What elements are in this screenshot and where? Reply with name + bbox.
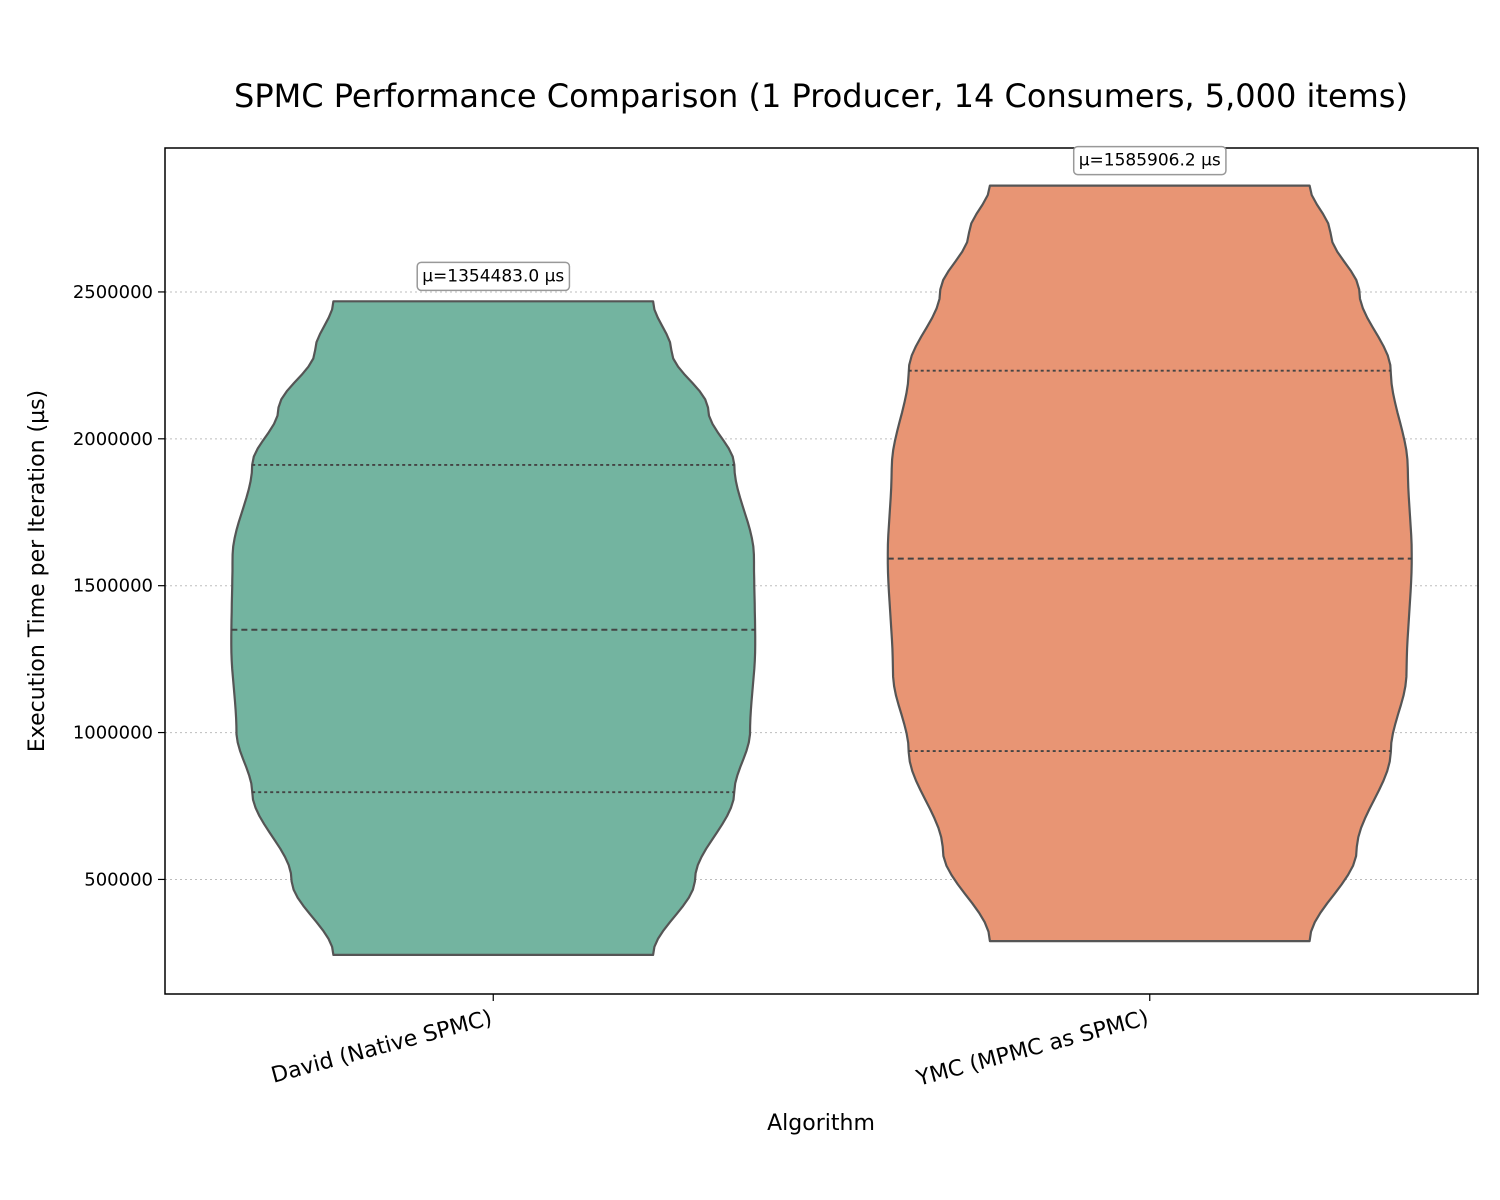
mean-label: µ=1354483.0 µs bbox=[422, 266, 564, 286]
y-axis-label: Execution Time per Iteration (µs) bbox=[25, 390, 50, 752]
mean-label-box bbox=[416, 261, 571, 292]
x-tick-label: David (Native SPMC) bbox=[269, 1006, 495, 1089]
violins bbox=[230, 184, 1413, 956]
violin-body bbox=[886, 184, 1413, 943]
x-axis-label: Algorithm bbox=[767, 1111, 875, 1136]
violin-body bbox=[230, 300, 757, 956]
y-axis-ticks: 500000 1000000 1500000 2000000 2500000 bbox=[73, 282, 165, 890]
y-tick-label: 1000000 bbox=[73, 723, 153, 744]
mean-label-box bbox=[1072, 145, 1227, 176]
plot-frame bbox=[164, 147, 1479, 995]
y-tick-label: 2000000 bbox=[73, 429, 153, 450]
chart-title: SPMC Performance Comparison (1 Producer,… bbox=[234, 77, 1408, 115]
y-tick-label: 500000 bbox=[84, 869, 153, 890]
y-tick-label: 2500000 bbox=[73, 282, 153, 303]
mean-label: µ=1585906.2 µs bbox=[1079, 151, 1221, 171]
x-axis-ticks: David (Native SPMC) YMC (MPMC as SPMC) bbox=[269, 994, 1151, 1092]
x-tick-label: YMC (MPMC as SPMC) bbox=[913, 1006, 1151, 1092]
y-tick-label: 1500000 bbox=[73, 576, 153, 597]
mean-annotations: µ=1354483.0 µs µ=1585906.2 µs bbox=[416, 145, 1227, 292]
grid-lines bbox=[165, 291, 1478, 880]
